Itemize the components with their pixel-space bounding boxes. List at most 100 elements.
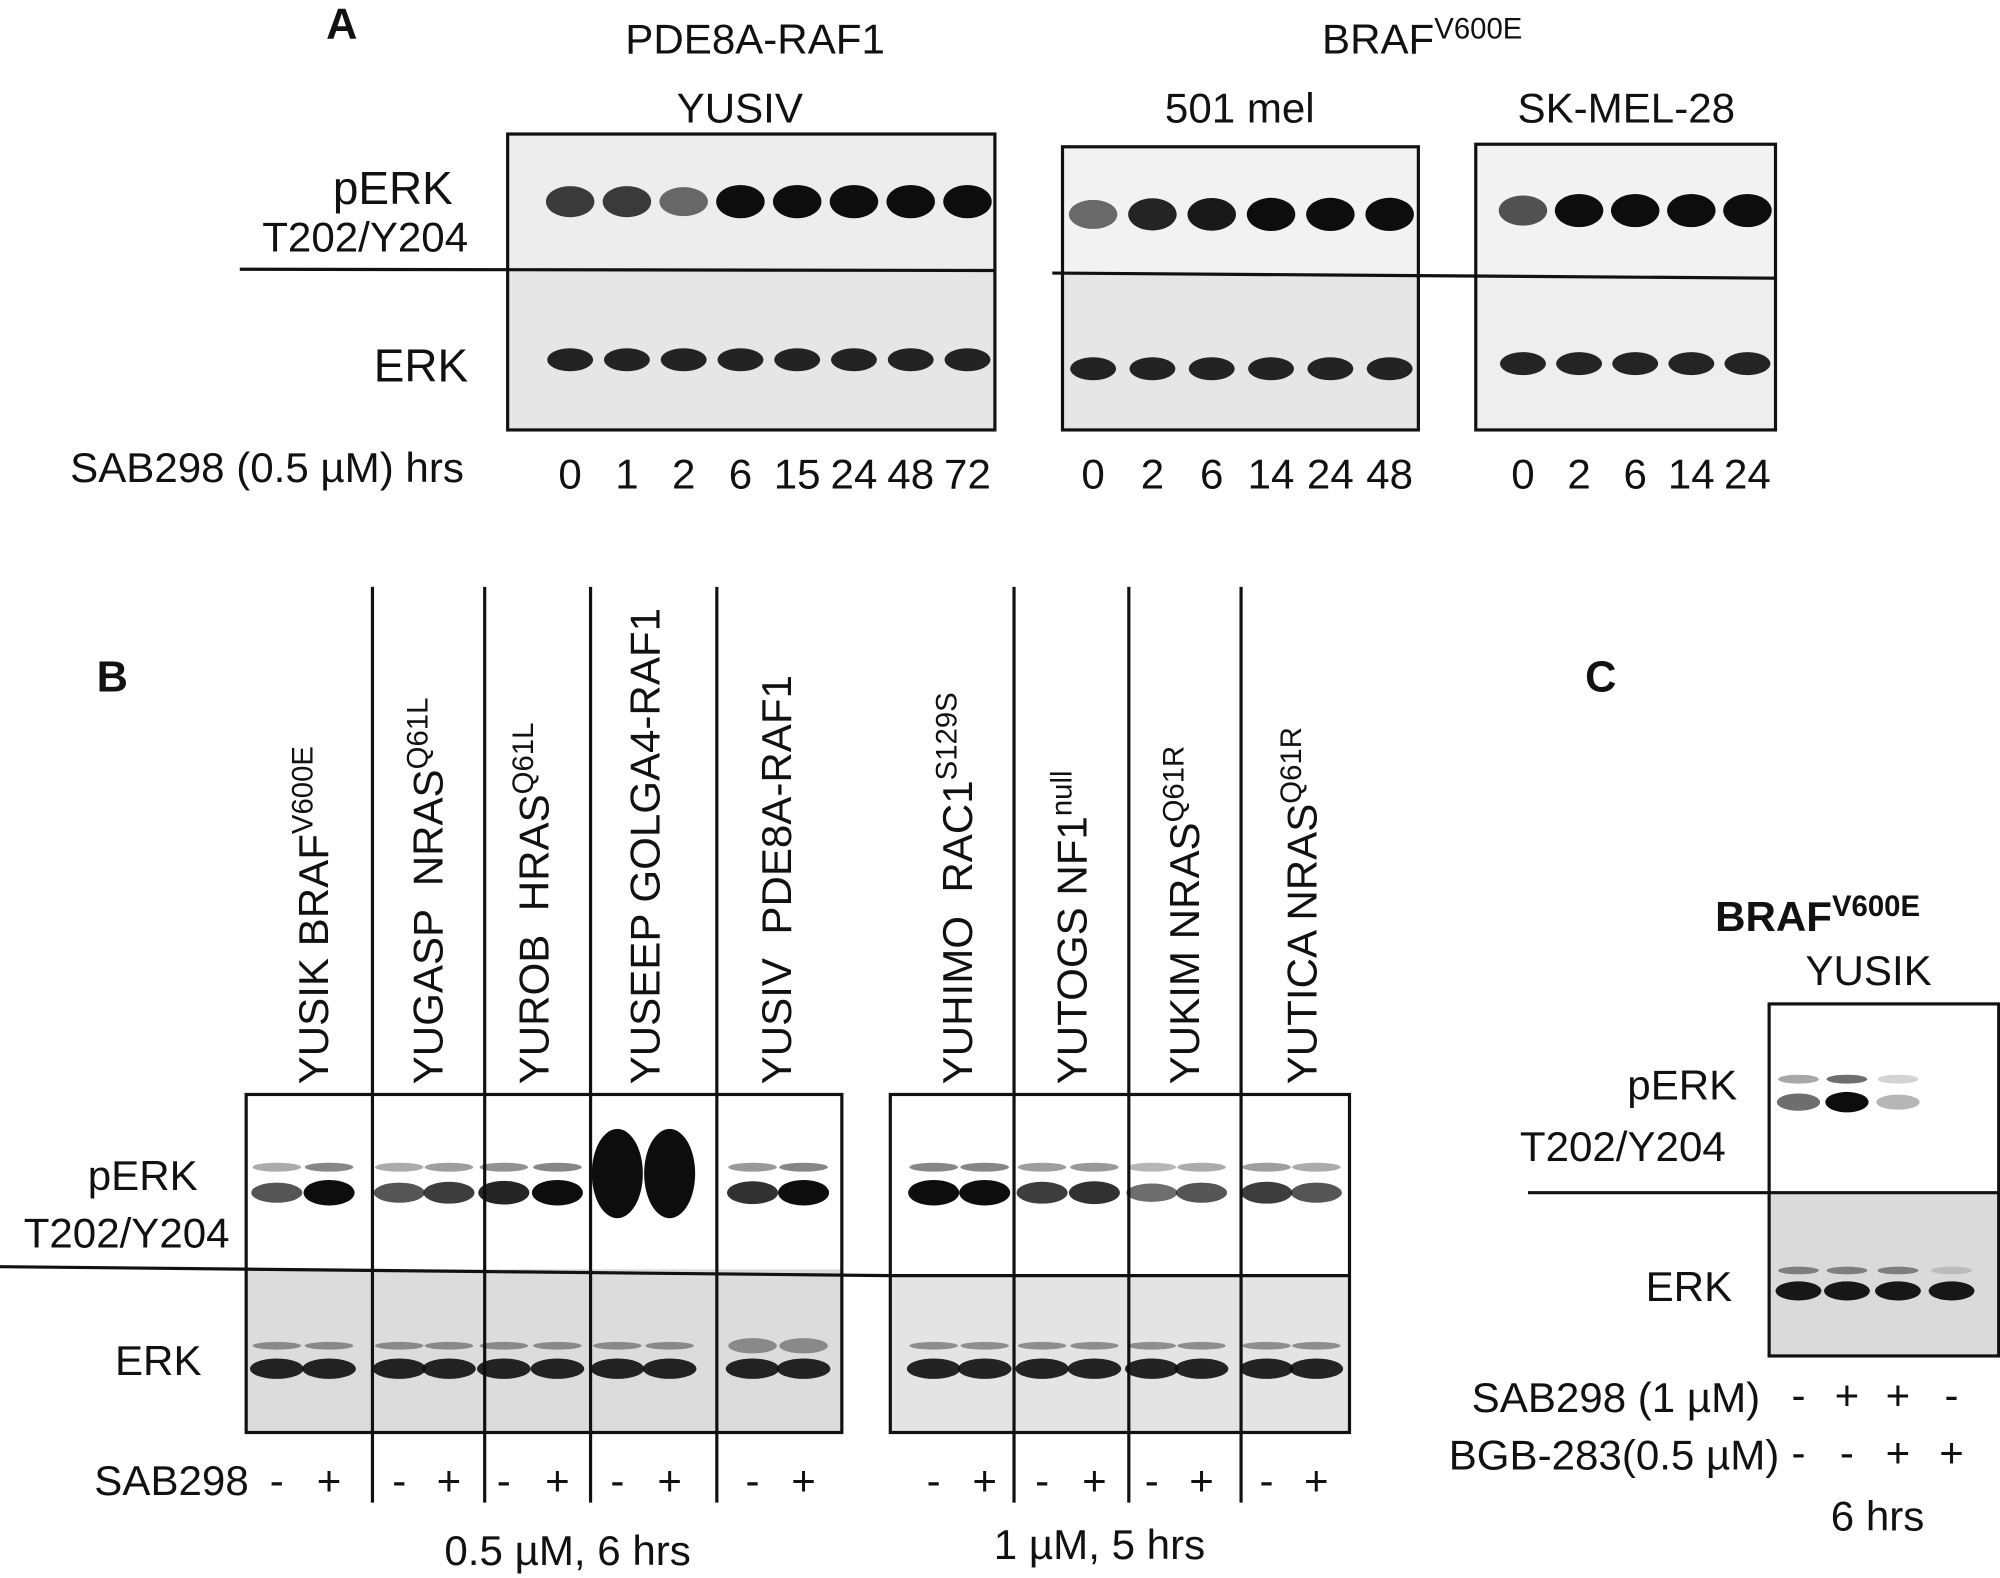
band xyxy=(1668,352,1715,376)
band xyxy=(252,1162,302,1172)
condition: 1 µM, 5 hrs xyxy=(994,1521,1205,1568)
lane-name: YUGASP NRAS xyxy=(405,769,452,1084)
band xyxy=(250,1358,304,1379)
timepoint: 2 xyxy=(1567,451,1590,498)
band xyxy=(1500,352,1546,376)
lane-label: YUKIM NRASQ61R xyxy=(1158,746,1208,1084)
band xyxy=(779,1162,828,1172)
group-header: BRAFV600E xyxy=(1715,890,1920,940)
lane-sup: null xyxy=(1045,771,1078,817)
band xyxy=(602,186,652,218)
sign: + xyxy=(1304,1457,1329,1504)
band xyxy=(644,1128,696,1219)
band xyxy=(716,185,765,219)
band xyxy=(1724,352,1771,376)
sign: + xyxy=(1886,1372,1911,1419)
band xyxy=(304,1341,354,1350)
band xyxy=(829,185,879,219)
lane-label: YUGASP NRASQ61L xyxy=(401,698,451,1085)
band xyxy=(1775,1281,1822,1301)
band xyxy=(530,1358,585,1379)
band xyxy=(1239,1358,1294,1379)
band xyxy=(1125,1358,1179,1379)
band xyxy=(304,1162,354,1172)
band xyxy=(1776,1093,1821,1111)
sign: - xyxy=(1145,1457,1159,1504)
timepoint: 14 xyxy=(1668,451,1715,498)
band xyxy=(1778,1074,1819,1084)
band xyxy=(1017,1341,1067,1350)
band xyxy=(642,1358,697,1379)
timepoint: 24 xyxy=(1724,451,1771,498)
sign: + xyxy=(545,1457,570,1504)
blot-frame xyxy=(1767,1002,2000,1358)
lane-name: YUSIV PDE8A-RAF1 xyxy=(753,675,800,1084)
sign: + xyxy=(791,1457,816,1504)
sign: - xyxy=(927,1457,941,1504)
lane-label: YUHIMO RAC1S129S xyxy=(931,692,981,1084)
band xyxy=(603,348,650,372)
lane-name: YUKIM NRAS xyxy=(1161,822,1208,1084)
band xyxy=(375,1162,424,1172)
sign: + xyxy=(657,1457,682,1504)
band xyxy=(1612,352,1659,376)
lane-sup: S129S xyxy=(931,692,964,780)
lane-label: YUTICA NRASQ61R xyxy=(1275,727,1325,1084)
lane-sup: Q61R xyxy=(1275,727,1308,804)
blot-frame xyxy=(1474,142,1778,432)
lane-name: YUHIMO RAC1 xyxy=(934,780,981,1084)
band xyxy=(479,1341,529,1350)
timepoint: 2 xyxy=(672,451,695,498)
group-header: PDE8A-RAF1 xyxy=(625,16,885,63)
timepoint: 72 xyxy=(944,451,991,498)
band xyxy=(422,1358,476,1379)
band xyxy=(545,186,595,218)
band xyxy=(727,1181,779,1205)
timepoint: 24 xyxy=(831,451,878,498)
band xyxy=(1877,1266,1919,1275)
row-label: T202/Y204 xyxy=(24,1210,230,1257)
sign: - xyxy=(497,1457,511,1504)
band xyxy=(1877,1074,1919,1084)
band xyxy=(1306,197,1355,231)
band xyxy=(1176,1182,1228,1203)
sign: + xyxy=(1189,1457,1214,1504)
blot-bg xyxy=(246,1269,842,1433)
row-label: T202/Y204 xyxy=(1520,1123,1726,1170)
band xyxy=(909,1162,958,1172)
timepoint: 0 xyxy=(1081,451,1104,498)
band xyxy=(1177,1162,1226,1172)
lane-label: YUROB HRASQ61L xyxy=(507,723,557,1085)
band xyxy=(645,1341,694,1350)
band xyxy=(909,1341,958,1350)
band xyxy=(1876,1094,1920,1110)
band xyxy=(1307,357,1354,381)
band xyxy=(944,348,991,372)
band xyxy=(477,1358,531,1379)
band xyxy=(1289,1358,1344,1379)
band xyxy=(1242,1162,1291,1172)
sign: - xyxy=(1840,1429,1854,1476)
lane-label: YUTOGS NF1null xyxy=(1045,771,1095,1085)
blot-bg xyxy=(890,1275,1350,1433)
sign: - xyxy=(1791,1429,1805,1476)
lane-name: YUSIK BRAF xyxy=(290,834,337,1084)
treatment: SAB298 (1 µM) xyxy=(1472,1374,1761,1421)
band xyxy=(960,1162,1009,1172)
band xyxy=(1241,1181,1293,1204)
band xyxy=(1128,198,1177,231)
band xyxy=(1723,193,1772,228)
band xyxy=(424,1341,474,1350)
divider xyxy=(1052,271,1776,280)
band xyxy=(1246,197,1296,231)
blot-frame xyxy=(1060,145,1420,432)
condition: 0.5 µM, 6 hrs xyxy=(444,1527,690,1574)
divider xyxy=(0,1265,891,1278)
blot-frame xyxy=(888,1092,1352,1435)
timepoint: 6 xyxy=(1624,451,1647,498)
band xyxy=(1127,1162,1177,1172)
band xyxy=(1242,1341,1291,1350)
band xyxy=(590,1358,645,1379)
